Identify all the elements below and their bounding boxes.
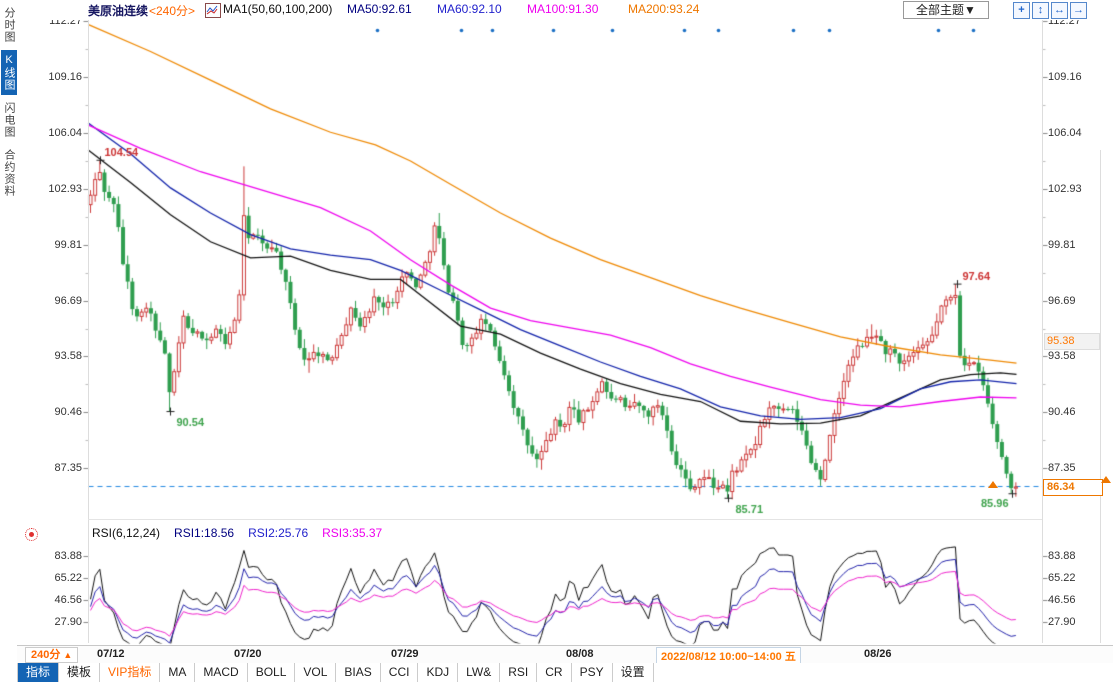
ma-value-label: MA60:92.10 — [437, 2, 502, 16]
bottom-tab-RSI[interactable]: RSI — [500, 663, 538, 682]
ma-value-label: MA100:91.30 — [527, 2, 599, 16]
sidebar-tab-分时图[interactable]: 分时图 — [3, 7, 15, 43]
price-axis-label-left: 96.69 — [54, 294, 82, 307]
indicator-settings-icon[interactable] — [25, 528, 38, 541]
bottom-tab-CR[interactable]: CR — [537, 663, 572, 682]
bottom-tab-VOL[interactable]: VOL — [295, 663, 337, 682]
time-axis: 240分 ▲ 07/12 07/20 07/29 08/08 2022/08/12 10… — [17, 645, 1113, 665]
price-axis-label-left: 109.16 — [48, 70, 82, 83]
date-label: 07/29 — [391, 648, 419, 660]
left-axis-line — [88, 20, 89, 643]
rsi-axis-label-right: 27.90 — [1048, 616, 1076, 628]
right-gutter-divider — [1100, 150, 1101, 643]
ma-value-label: MA200:93.24 — [628, 2, 700, 16]
rsi-axis-label-right: 83.88 — [1048, 550, 1076, 562]
rsi-value-label: RSI3:35.37 — [322, 526, 383, 540]
price-axis-label-right: 90.46 — [1048, 406, 1076, 419]
settlement-price-label: 95.38 — [1044, 333, 1100, 350]
price-axis-label-left: 99.81 — [54, 238, 82, 251]
chart-type-sidebar: 分时图 K线图闪电图合约资料 — [0, 0, 17, 663]
price-axis-label-left: 106.04 — [48, 126, 82, 139]
price-axis-label-left: 90.46 — [54, 406, 82, 419]
rsi-value-label: RSI1:18.56 — [174, 526, 235, 540]
chart-header-bar: 美原油连续 <240分> MA1(50,60,100,200) 全部主题▼ MA… — [0, 0, 1113, 20]
up-arrow-marker-icon — [988, 481, 998, 488]
bottom-tab-模板[interactable]: 模板 — [59, 663, 101, 682]
price-axis-label-right: 96.69 — [1048, 294, 1076, 307]
price-axis-label-right: 109.16 — [1048, 70, 1082, 83]
date-label: 07/20 — [234, 648, 262, 660]
rsi-axis-label-left: 65.22 — [54, 572, 82, 584]
caret-up-icon: ▲ — [63, 650, 73, 660]
rsi-axis-label-left: 83.88 — [54, 550, 82, 562]
period-selector-label: 240分 — [31, 649, 61, 661]
price-axis-label-left: 93.58 — [54, 350, 82, 363]
gutter-up-arrow-icon — [1101, 476, 1111, 483]
indicator-tabbar: 指标 模板 VIP指标 MA MACD BOLL VOL BIAS CCI KDJ LW& RSI CR… — [17, 663, 1113, 682]
bottom-tab-MACD[interactable]: MACD — [195, 663, 248, 682]
bottom-tab-PSY[interactable]: PSY — [572, 663, 613, 682]
bottom-tab-VIP指标[interactable]: VIP指标 — [100, 663, 161, 682]
bottom-tab-KDJ[interactable]: KDJ — [418, 663, 459, 682]
theme-dropdown[interactable]: 全部主题▼ — [903, 1, 989, 19]
rsi-title: RSI(6,12,24) — [92, 526, 161, 540]
price-axis-label-left: 87.35 — [54, 462, 82, 475]
price-axis-label-right: 106.04 — [1048, 126, 1082, 139]
scroll-right-icon[interactable]: → — [1070, 2, 1087, 19]
rsi-axis-label-right: 65.22 — [1048, 572, 1076, 584]
bottom-tab-BIAS[interactable]: BIAS — [336, 663, 381, 682]
bottom-tab-MA[interactable]: MA — [160, 663, 196, 682]
period-indicator: <240分> — [149, 4, 196, 18]
price-axis-label-right: 102.93 — [1048, 182, 1082, 195]
fit-horizontal-icon[interactable]: ↔ — [1051, 2, 1068, 19]
pane-separator — [88, 519, 1042, 520]
ma-settings-label: MA1(50,60,100,200) — [223, 2, 333, 16]
right-axis-line — [1042, 20, 1043, 643]
date-label: 08/08 — [566, 648, 594, 660]
crosshair-icon[interactable]: + — [1013, 2, 1030, 19]
price-axis-label-right: 99.81 — [1048, 238, 1076, 251]
sidebar-tab-合约资料[interactable]: 合约资料 — [3, 149, 15, 197]
bottom-tab-设置[interactable]: 设置 — [613, 663, 654, 682]
date-label: 07/12 — [97, 648, 125, 660]
rsi-value-label: RSI2:25.76 — [248, 526, 309, 540]
ma-value-label: MA50:92.61 — [347, 2, 412, 16]
period-selector[interactable]: 240分 ▲ — [25, 647, 79, 663]
price-axis-label-right: 93.58 — [1048, 350, 1076, 363]
rsi-axis-label-right: 46.56 — [1048, 594, 1076, 606]
line-chart-icon — [205, 3, 221, 18]
symbol-title: 美原油连续 — [88, 4, 149, 18]
price-axis-label-right: 87.35 — [1048, 462, 1076, 475]
sidebar-tab-闪电图[interactable]: 闪电图 — [3, 102, 15, 138]
bottom-tab-BOLL[interactable]: BOLL — [248, 663, 296, 682]
sidebar-tab-K线图[interactable]: K线图 — [1, 50, 17, 95]
last-price-label: 86.34 — [1043, 479, 1103, 496]
fit-vertical-icon[interactable]: ↕ — [1032, 2, 1049, 19]
bottom-tab-CCI[interactable]: CCI — [381, 663, 419, 682]
rsi-header: RSI(6,12,24) RSI1:18.56 RSI2:25.76 RSI3:35.… — [92, 526, 410, 540]
price-axis-label-left: 102.93 — [48, 182, 82, 195]
bottom-tab-LW&[interactable]: LW& — [458, 663, 501, 682]
date-label: 08/26 — [864, 648, 892, 660]
rsi-axis-label-left: 46.56 — [54, 594, 82, 606]
rsi-axis-label-left: 27.90 — [54, 616, 82, 628]
bottom-tab-指标[interactable]: 指标 — [17, 663, 60, 682]
